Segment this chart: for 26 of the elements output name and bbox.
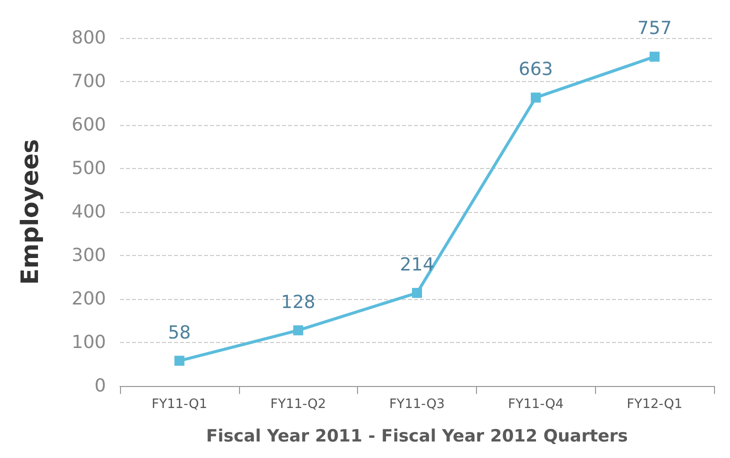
x-tick-label: FY11-Q2 bbox=[270, 397, 326, 412]
y-tick-label: 0 bbox=[94, 376, 106, 396]
y-tick-label: 400 bbox=[72, 202, 106, 222]
point bbox=[412, 288, 422, 298]
data-label: 214 bbox=[400, 254, 434, 276]
data-label: 128 bbox=[281, 292, 316, 313]
x-axis-title: Fiscal Year 2011 - Fiscal Year 2012 Quarters bbox=[206, 426, 628, 446]
y-tick-label: 100 bbox=[72, 332, 106, 353]
y-tick-label: 600 bbox=[72, 114, 106, 136]
data-label: 757 bbox=[637, 18, 672, 40]
x-tick-label: FY11-Q3 bbox=[389, 397, 445, 412]
y-tick-label: 800 bbox=[72, 28, 106, 48]
y-tick-label: 300 bbox=[72, 245, 106, 266]
data-label: 58 bbox=[168, 322, 191, 344]
x-tick-label: FY11-Q4 bbox=[508, 397, 564, 412]
point bbox=[293, 325, 304, 336]
data-label: 663 bbox=[518, 59, 553, 80]
point bbox=[530, 92, 541, 103]
y-tick-label: 700 bbox=[72, 71, 106, 92]
point bbox=[650, 52, 660, 62]
x-tick-label: FY11-Q1 bbox=[152, 397, 208, 412]
y-axis-title: Employees bbox=[16, 139, 44, 285]
x-tick-label: FY12-Q1 bbox=[626, 397, 682, 412]
y-tick-label: 500 bbox=[72, 158, 106, 179]
point bbox=[174, 356, 184, 366]
y-tick-label: 200 bbox=[72, 288, 106, 310]
